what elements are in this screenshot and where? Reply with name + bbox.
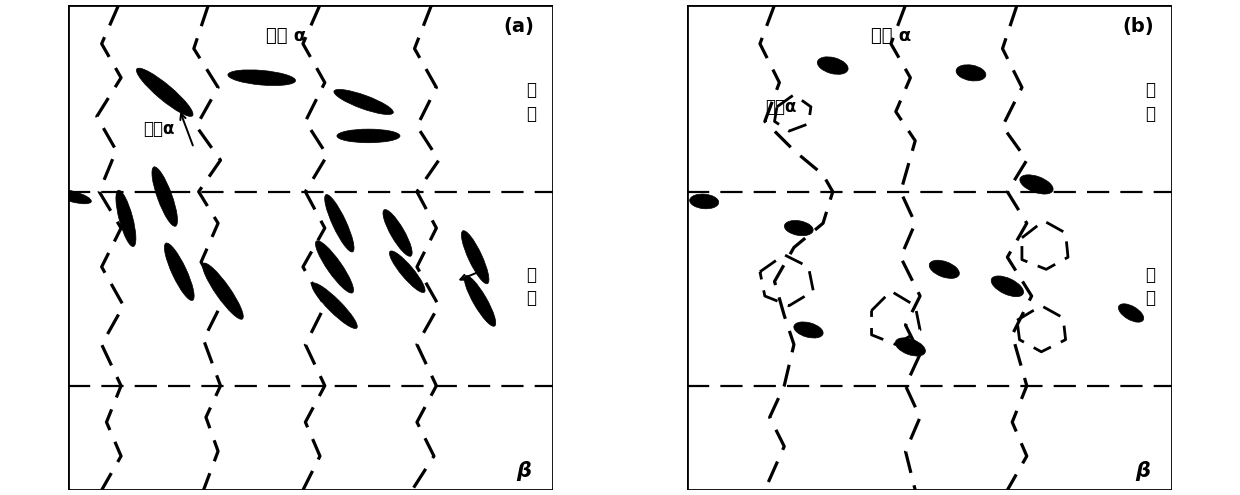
Ellipse shape bbox=[165, 243, 195, 300]
Text: 初生 α: 初生 α bbox=[870, 28, 911, 46]
Text: β: β bbox=[516, 461, 531, 481]
Ellipse shape bbox=[929, 260, 960, 278]
Ellipse shape bbox=[785, 220, 813, 236]
Ellipse shape bbox=[1019, 175, 1053, 194]
Ellipse shape bbox=[1118, 304, 1143, 322]
Text: (b): (b) bbox=[1122, 17, 1154, 36]
Ellipse shape bbox=[991, 276, 1023, 297]
Ellipse shape bbox=[461, 231, 489, 284]
Ellipse shape bbox=[383, 209, 412, 256]
Ellipse shape bbox=[153, 167, 177, 226]
Text: (a): (a) bbox=[503, 17, 534, 36]
Text: 二次α: 二次α bbox=[765, 98, 796, 116]
Ellipse shape bbox=[956, 65, 986, 81]
Ellipse shape bbox=[389, 251, 425, 293]
Text: 边
缘: 边 缘 bbox=[526, 265, 536, 307]
Ellipse shape bbox=[53, 190, 92, 204]
Ellipse shape bbox=[228, 70, 295, 86]
Text: 初生 α: 初生 α bbox=[265, 28, 306, 46]
Ellipse shape bbox=[337, 129, 401, 143]
Ellipse shape bbox=[136, 68, 193, 116]
Text: 中
心: 中 心 bbox=[1146, 81, 1156, 123]
Ellipse shape bbox=[895, 338, 925, 356]
Text: 二次α: 二次α bbox=[143, 120, 175, 138]
Text: β: β bbox=[1136, 461, 1151, 481]
Ellipse shape bbox=[311, 283, 357, 329]
Ellipse shape bbox=[334, 90, 393, 114]
Ellipse shape bbox=[689, 194, 719, 209]
Text: 中
心: 中 心 bbox=[526, 81, 536, 123]
Ellipse shape bbox=[817, 57, 848, 74]
Text: 边
缘: 边 缘 bbox=[1146, 265, 1156, 307]
Ellipse shape bbox=[315, 241, 353, 293]
Ellipse shape bbox=[464, 275, 496, 326]
Ellipse shape bbox=[202, 263, 243, 319]
Ellipse shape bbox=[794, 322, 823, 338]
Ellipse shape bbox=[325, 195, 355, 252]
Ellipse shape bbox=[115, 190, 136, 247]
